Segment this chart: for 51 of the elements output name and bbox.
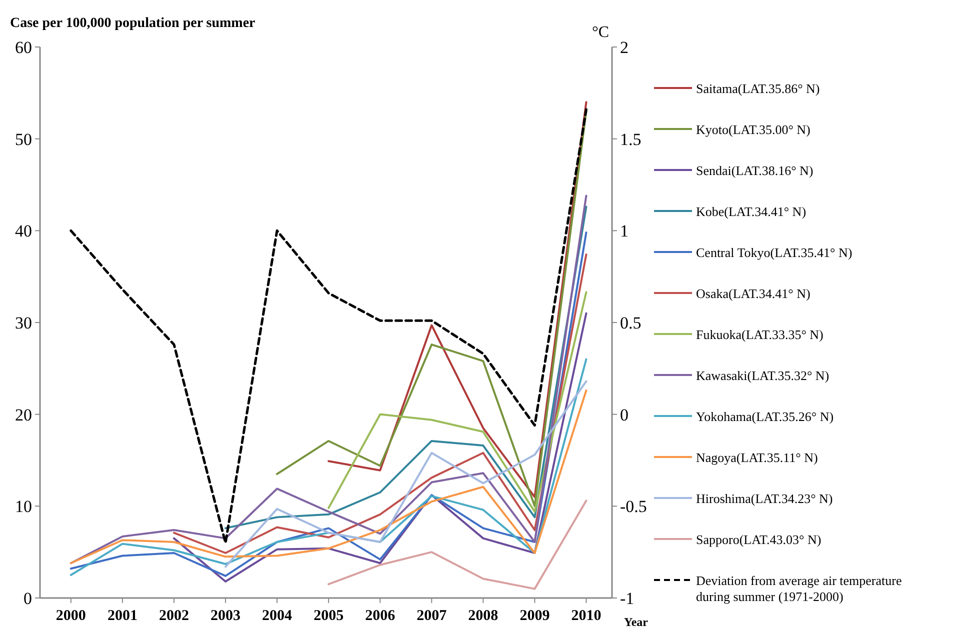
legend-label: Saitama(LAT.35.86° N) xyxy=(696,81,820,96)
x-tick-label: 2009 xyxy=(520,608,550,624)
x-tick-label: 2002 xyxy=(158,608,189,624)
legend-label: Kobe(LAT.34.41° N) xyxy=(696,204,806,219)
line-series xyxy=(328,500,588,590)
line-series xyxy=(328,291,588,513)
y-tick-label: 0 xyxy=(24,589,32,608)
x-tick-label: 2008 xyxy=(468,608,498,624)
legend-label: Kyoto(LAT.35.00° N) xyxy=(696,122,810,137)
y-tick-label: 30 xyxy=(15,314,32,332)
y2-tick-label: 1 xyxy=(620,222,628,241)
legend-label: Hiroshima(LAT.34.23° N) xyxy=(696,491,833,506)
x-tick-label: 2001 xyxy=(107,608,138,624)
line-series xyxy=(70,108,588,544)
y-tick-label: 40 xyxy=(15,222,32,241)
y2-tick-label: -0.5 xyxy=(620,497,647,516)
y2-tick-label: -1 xyxy=(620,589,634,608)
y-tick-label: 50 xyxy=(15,130,32,149)
y2-axis-title: °C xyxy=(592,24,610,41)
y-axis-title: Case per 100,000 population per summer xyxy=(10,16,256,31)
y-tick-label: 60 xyxy=(15,38,32,57)
line-series xyxy=(70,358,588,576)
line-series xyxy=(70,389,588,564)
x-tick-label: 2007 xyxy=(416,608,448,624)
legend-label: Central Tokyo(LAT.35.41° N) xyxy=(696,245,852,260)
legend-label: Nagoya(LAT.35.11° N) xyxy=(696,450,818,465)
y2-tick-label: 1.5 xyxy=(620,130,642,149)
line-series xyxy=(172,254,588,554)
x-tick-label: 2006 xyxy=(365,608,396,624)
legend-label: Yokohama(LAT.35.26° N) xyxy=(696,409,834,424)
legend-label: Kawasaki(LAT.35.32° N) xyxy=(696,368,830,383)
y2-tick-label: 0 xyxy=(620,405,628,424)
x-tick-label: 2005 xyxy=(314,608,344,624)
x-tick-label: 2000 xyxy=(56,608,86,624)
line-series xyxy=(172,312,588,582)
y-tick-label: 20 xyxy=(15,405,32,424)
y-tick-label: 10 xyxy=(15,497,32,516)
x-axis-title: Year xyxy=(624,615,649,629)
line-series xyxy=(328,101,588,498)
legend-label: Sendai(LAT.38.16° N) xyxy=(696,163,814,178)
line-series xyxy=(224,380,588,568)
y2-tick-label: 2 xyxy=(620,38,628,57)
legend-label: Fukuoka(LAT.33.35° N) xyxy=(696,327,824,342)
y2-tick-label: 0.5 xyxy=(620,314,642,332)
legend-label: Osaka(LAT.34.41° N) xyxy=(696,286,810,301)
line-series xyxy=(224,206,588,530)
x-tick-label: 2004 xyxy=(262,608,293,624)
x-tick-label: 2010 xyxy=(571,608,602,624)
legend-label: Sapporo(LAT.43.03° N) xyxy=(696,532,822,547)
legend-label: Deviation from average air temperature during summer (1971-2000) xyxy=(696,573,902,604)
x-tick-label: 2003 xyxy=(210,608,241,624)
